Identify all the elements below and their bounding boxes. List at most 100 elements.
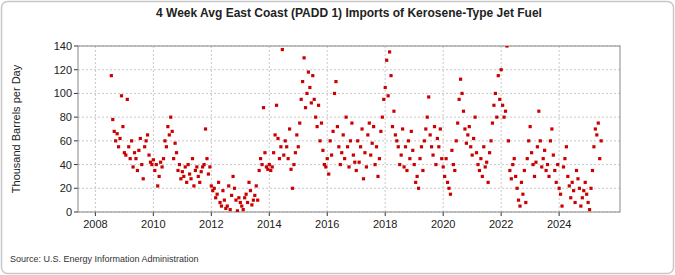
point	[131, 165, 134, 168]
point	[546, 163, 549, 166]
point	[558, 187, 561, 190]
point	[478, 169, 481, 172]
point	[110, 74, 113, 77]
point	[362, 177, 365, 180]
point	[437, 145, 440, 148]
point	[120, 94, 123, 97]
point	[446, 181, 449, 184]
point	[258, 169, 261, 172]
point	[481, 175, 484, 178]
point	[253, 194, 256, 197]
point	[294, 151, 297, 154]
point	[556, 163, 559, 166]
point	[455, 139, 458, 142]
point	[492, 104, 495, 107]
point	[469, 145, 472, 148]
point	[463, 127, 466, 130]
point	[223, 199, 226, 202]
point	[192, 184, 195, 187]
point	[126, 98, 129, 101]
point	[197, 175, 200, 178]
point	[368, 121, 371, 124]
point	[249, 189, 252, 192]
point	[168, 133, 171, 136]
grid	[78, 46, 620, 212]
point	[226, 204, 229, 207]
point	[166, 125, 169, 128]
point	[330, 153, 333, 156]
source: Source: U.S. Energy Information Administ…	[10, 254, 199, 264]
point	[460, 92, 463, 95]
point	[204, 127, 207, 130]
point	[468, 125, 471, 128]
y-tick	[74, 212, 78, 213]
point	[345, 116, 348, 119]
point	[517, 199, 520, 202]
point	[352, 153, 355, 156]
point	[268, 163, 271, 166]
point	[381, 116, 384, 119]
point	[139, 137, 142, 140]
point	[426, 116, 429, 119]
x-tick-label: 2010	[141, 218, 165, 230]
point	[175, 151, 178, 154]
point	[420, 145, 423, 148]
point	[231, 175, 234, 178]
point	[116, 132, 119, 135]
point	[578, 187, 581, 190]
point	[494, 92, 497, 95]
point	[540, 165, 543, 168]
point	[321, 149, 324, 152]
y-tick	[74, 164, 78, 165]
point	[245, 193, 248, 196]
point	[189, 177, 192, 180]
point	[314, 116, 317, 119]
point	[137, 149, 140, 152]
point	[416, 175, 419, 178]
point	[343, 157, 346, 160]
point	[329, 139, 332, 142]
point	[284, 139, 287, 142]
point	[276, 137, 279, 140]
point	[552, 153, 555, 156]
point	[347, 165, 350, 168]
point	[356, 139, 359, 142]
point	[392, 110, 395, 113]
point	[524, 201, 527, 204]
x-grid-line	[269, 46, 270, 212]
point	[308, 86, 311, 89]
point	[140, 163, 143, 166]
point	[355, 169, 358, 172]
y-grid-line	[78, 93, 620, 94]
point	[336, 125, 339, 128]
x-tick	[269, 212, 270, 216]
point	[184, 165, 187, 168]
point	[529, 125, 532, 128]
point	[444, 157, 447, 160]
y-tick	[74, 188, 78, 189]
point	[252, 199, 255, 202]
point	[423, 139, 426, 142]
point	[531, 163, 534, 166]
point	[311, 74, 314, 77]
y-tick-label: 80	[60, 111, 72, 123]
point	[317, 104, 320, 107]
point	[376, 175, 379, 178]
point	[410, 130, 413, 133]
point	[118, 137, 121, 140]
point	[310, 101, 313, 104]
point	[429, 133, 432, 136]
point	[233, 187, 236, 190]
point	[431, 153, 434, 156]
point	[572, 189, 575, 192]
point	[247, 181, 250, 184]
point	[146, 133, 149, 136]
point	[298, 121, 301, 124]
point	[287, 157, 290, 160]
point	[405, 169, 408, 172]
point	[365, 165, 368, 168]
x-tick	[327, 212, 328, 216]
point	[150, 163, 153, 166]
point	[195, 165, 198, 168]
point	[155, 163, 158, 166]
